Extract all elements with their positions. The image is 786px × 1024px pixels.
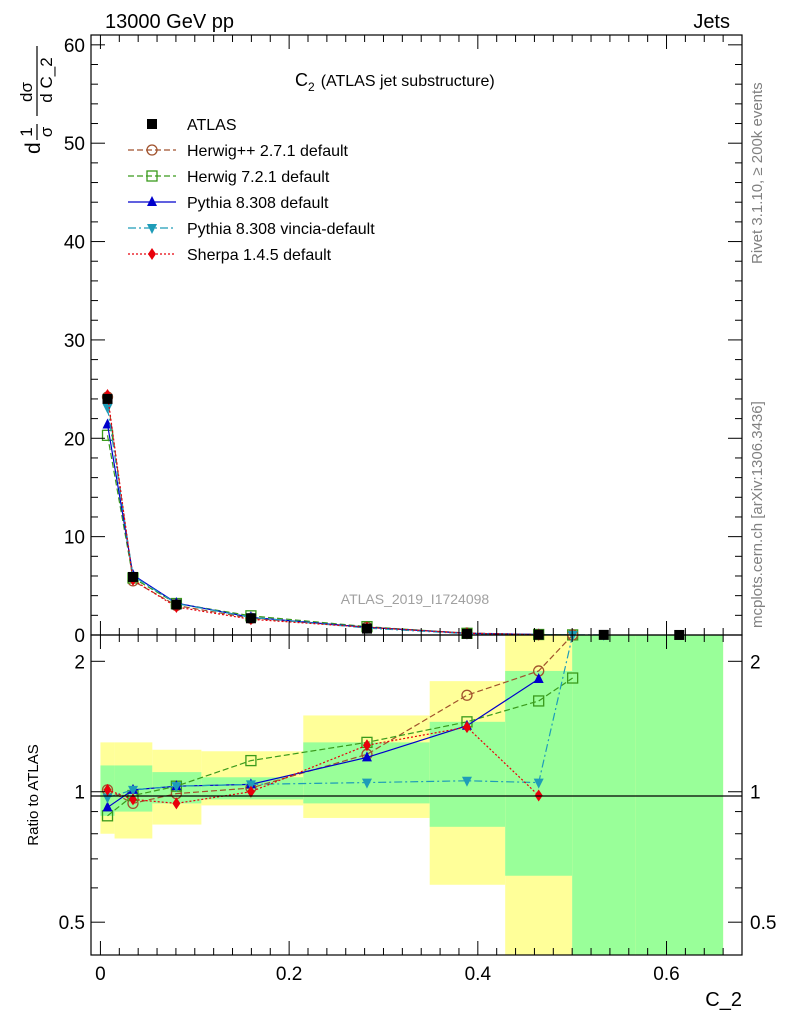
main-y-tick-label: 40 bbox=[64, 233, 85, 254]
legend-item-sherpa-1-4-5-default: Sherpa 1.4.5 default bbox=[128, 247, 332, 264]
ratio-line-herwig-7-2-1-default bbox=[107, 677, 573, 817]
y-label-d: d bbox=[22, 142, 45, 154]
line-herwig-7-2-1-default bbox=[106, 435, 573, 636]
legend-item-pythia-8-308-vincia-default: Pythia 8.308 vincia-default bbox=[128, 221, 375, 238]
ratio-point-pythia-8-308-default-0 bbox=[102, 801, 113, 812]
ratio-point-pythia-8-308-vincia-default-5 bbox=[461, 776, 472, 787]
main-y-axis: 0 10 20 30 40 50 60 bbox=[64, 36, 742, 647]
ratio-y-tick-label: 1 bbox=[74, 783, 85, 804]
y-label-frac1-num: 1 bbox=[17, 127, 36, 136]
ratio-point-pythia-8-308-vincia-default-1 bbox=[127, 785, 138, 796]
green-band-8 bbox=[635, 635, 724, 955]
main-y-tick-label: 10 bbox=[64, 528, 85, 549]
ratio-line-pythia-8-308-vincia-default bbox=[107, 634, 574, 799]
y-label-frac2-num: dσ bbox=[17, 82, 36, 102]
legend-label-herwig-2-7-1-default: Herwig++ 2.7.1 default bbox=[187, 143, 349, 160]
legend-item-pythia-8-308-default: Pythia 8.308 default bbox=[128, 195, 329, 212]
x-tick-label: 0.4 bbox=[465, 964, 492, 985]
chart-title-sub: 2 bbox=[308, 80, 315, 94]
ratio-y-axis: 0.5 0.5 1 1 2 2 bbox=[59, 652, 777, 934]
mcplots-side-text: mcplots.cern.ch [arXiv:1306.3436] bbox=[749, 401, 766, 628]
main-y-label: d 1 σ dσ d C_2 bbox=[17, 46, 56, 154]
ratio-series-pythia-8-308-vincia-default bbox=[102, 631, 578, 804]
chart-title-rest: (ATLAS jet substructure) bbox=[321, 73, 495, 90]
ratio-y-tick-label-right: 0.5 bbox=[750, 913, 776, 934]
x-axis-label: C_2 bbox=[705, 989, 742, 1011]
ratio-point-sherpa-1-4-5-default-5 bbox=[462, 721, 471, 734]
ratio-series bbox=[101, 629, 579, 822]
legend-item-herwig-7-2-1-default: Herwig 7.2.1 default bbox=[128, 169, 330, 186]
x-tick-label: 0.2 bbox=[276, 964, 302, 985]
ratio-frame bbox=[90, 634, 743, 956]
legend-label-sherpa-1-4-5-default: Sherpa 1.4.5 default bbox=[187, 247, 332, 264]
ratio-y-tick-label: 2 bbox=[74, 652, 85, 673]
legend-marker-pythia-8-308-vincia-default bbox=[147, 224, 157, 234]
ratio-point-herwig-7-2-1-default-3 bbox=[245, 754, 257, 767]
x-tick-label: 0 bbox=[95, 964, 106, 985]
point-atlas-5 bbox=[461, 628, 472, 639]
x-tick-label: 0.6 bbox=[653, 964, 679, 985]
rivet-side-text: Rivet 3.1.10, ≥ 200k events bbox=[749, 82, 766, 264]
legend-marker-herwig-2-7-1-default bbox=[146, 144, 158, 156]
watermark: ATLAS_2019_I1724098 bbox=[341, 591, 490, 607]
main-y-tick-label: 60 bbox=[64, 36, 85, 57]
y-label-frac1-den: σ bbox=[37, 126, 56, 137]
legend-item-herwig-2-7-1-default: Herwig++ 2.7.1 default bbox=[128, 143, 349, 160]
ratio-point-sherpa-1-4-5-default-2 bbox=[172, 797, 181, 810]
legend-marker-herwig-7-2-1-default bbox=[146, 170, 158, 182]
green-band-6 bbox=[505, 670, 573, 876]
legend: ATLAS Herwig++ 2.7.1 default Herwig 7.2.1 … bbox=[128, 117, 375, 264]
point-pythia-8-308-vincia-default-0 bbox=[102, 403, 113, 414]
main-series bbox=[101, 389, 685, 641]
legend-marker-pythia-8-308-default bbox=[147, 196, 157, 206]
legend-marker-atlas bbox=[147, 119, 157, 129]
legend-label-pythia-8-308-default: Pythia 8.308 default bbox=[187, 195, 329, 212]
point-atlas-2 bbox=[171, 599, 182, 610]
green-band-5 bbox=[429, 721, 506, 827]
legend-label-pythia-8-308-vincia-default: Pythia 8.308 vincia-default bbox=[187, 221, 375, 238]
ratio-point-pythia-8-308-vincia-default-6 bbox=[533, 778, 544, 789]
ratio-point-pythia-8-308-default-6 bbox=[533, 673, 544, 684]
ratio-y-tick-label-right: 2 bbox=[750, 652, 761, 673]
main-y-tick-label: 20 bbox=[64, 429, 85, 450]
x-axis: 0 0.2 0.4 0.6 bbox=[95, 35, 743, 985]
chart-title: C2 (ATLAS jet substructure) bbox=[295, 70, 495, 94]
ratio-point-herwig-7-2-1-default-6 bbox=[533, 695, 545, 707]
point-atlas-0 bbox=[102, 393, 113, 404]
point-atlas-4 bbox=[361, 623, 372, 634]
point-atlas-3 bbox=[245, 613, 256, 624]
ratio-point-pythia-8-308-vincia-default-2 bbox=[171, 782, 182, 793]
ratio-point-pythia-8-308-vincia-default-3 bbox=[245, 780, 256, 791]
header-left: 13000 GeV pp bbox=[105, 11, 234, 33]
point-atlas-1 bbox=[127, 571, 138, 582]
ratio-series-sherpa-1-4-5-default bbox=[103, 721, 543, 810]
ratio-y-tick-label-right: 1 bbox=[750, 783, 761, 804]
ratio-point-herwig-7-2-1-default-7 bbox=[566, 672, 579, 684]
ratio-point-pythia-8-308-vincia-default-4 bbox=[361, 778, 372, 789]
ratio-point-sherpa-1-4-5-default-0 bbox=[103, 783, 112, 796]
ratio-y-tick-label: 0.5 bbox=[59, 913, 85, 934]
line-pythia-8-308-vincia-default bbox=[106, 407, 604, 636]
green-band-4 bbox=[303, 742, 430, 804]
legend-item-atlas: ATLAS bbox=[147, 117, 237, 134]
ratio-point-sherpa-1-4-5-default-4 bbox=[362, 739, 371, 752]
main-y-tick-label: 50 bbox=[64, 134, 85, 155]
ratio-point-sherpa-1-4-5-default-3 bbox=[246, 785, 255, 798]
ratio-y-label: Ratio to ATLAS bbox=[25, 744, 42, 845]
ratio-point-herwig-2-7-1-default-5 bbox=[461, 689, 473, 701]
legend-label-atlas: ATLAS bbox=[187, 117, 237, 134]
chart-title-main: C bbox=[295, 70, 308, 90]
legend-label-herwig-7-2-1-default: Herwig 7.2.1 default bbox=[187, 169, 330, 186]
header-right: Jets bbox=[693, 11, 730, 33]
green-band-7 bbox=[572, 635, 636, 955]
legend-marker-sherpa-1-4-5-default bbox=[148, 248, 156, 260]
main-y-tick-label: 0 bbox=[74, 626, 85, 647]
ratio-point-pythia-8-308-default-4 bbox=[361, 751, 372, 762]
main-y-tick-label: 30 bbox=[64, 331, 85, 352]
y-label-frac2-den: d C_2 bbox=[37, 57, 56, 102]
ratio-uncertainty-bands bbox=[100, 635, 724, 955]
